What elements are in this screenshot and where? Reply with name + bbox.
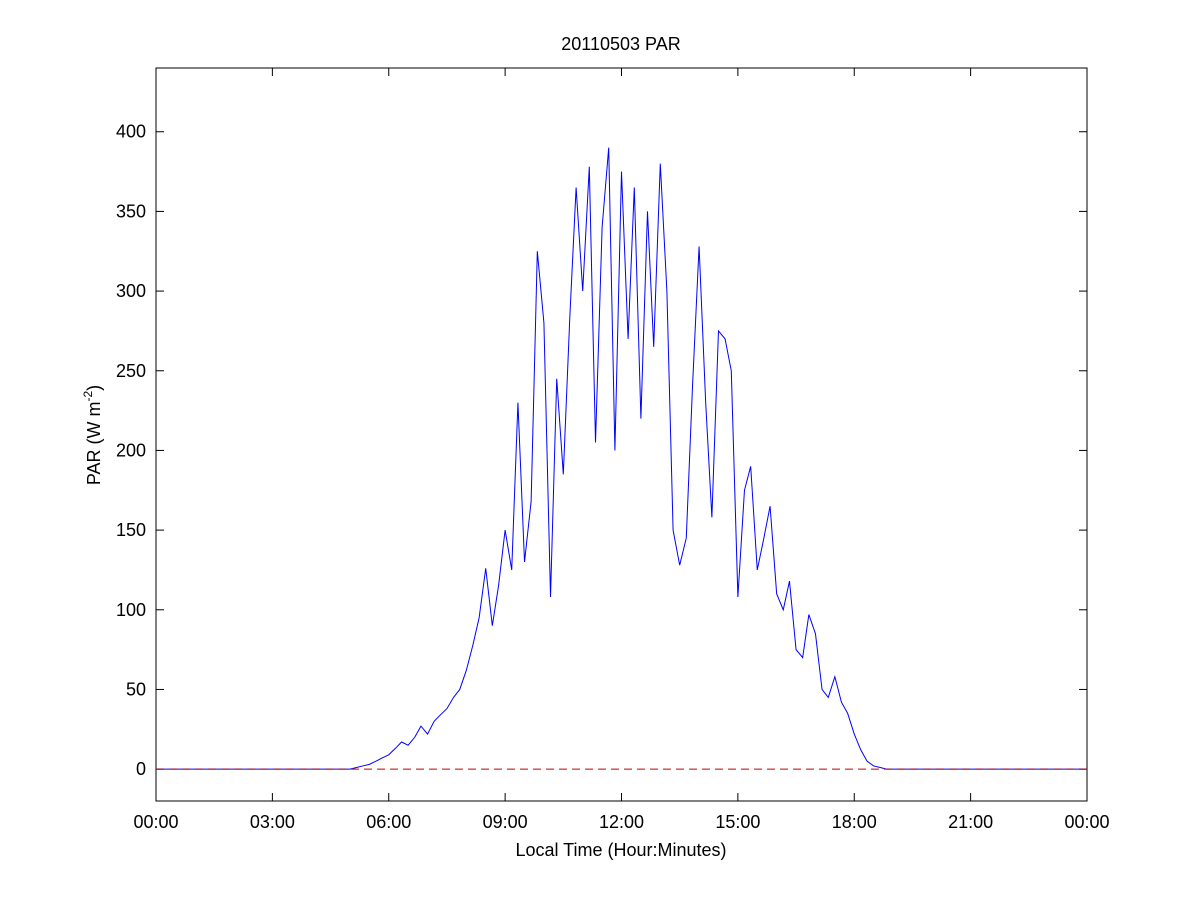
x-tick-label: 21:00 [948,812,993,832]
x-tick-label: 06:00 [366,812,411,832]
y-axis-label: PAR (W m-2) [81,385,104,485]
x-tick-label: 00:00 [1064,812,1109,832]
y-axis-label-superscript: -2 [81,391,95,402]
y-tick-label: 350 [116,201,146,221]
x-tick-label: 00:00 [133,812,178,832]
y-axis-label-part: ) [84,385,104,391]
y-tick-label: 50 [126,679,146,699]
x-axis-label: Local Time (Hour:Minutes) [515,840,726,860]
y-tick-label: 250 [116,361,146,381]
y-tick-label: 150 [116,520,146,540]
y-tick-label: 300 [116,281,146,301]
y-tick-label: 200 [116,440,146,460]
x-tick-label: 18:00 [832,812,877,832]
y-tick-label: 100 [116,600,146,620]
x-tick-label: 15:00 [715,812,760,832]
data-line [156,147,1087,770]
x-tick-label: 03:00 [250,812,295,832]
x-tick-label: 12:00 [599,812,644,832]
y-tick-label: 0 [136,759,146,779]
y-axis-label-part: PAR (W m [84,402,104,486]
y-tick-label: 400 [116,122,146,142]
x-tick-label: 09:00 [483,812,528,832]
chart-title: 20110503 PAR [561,34,680,54]
